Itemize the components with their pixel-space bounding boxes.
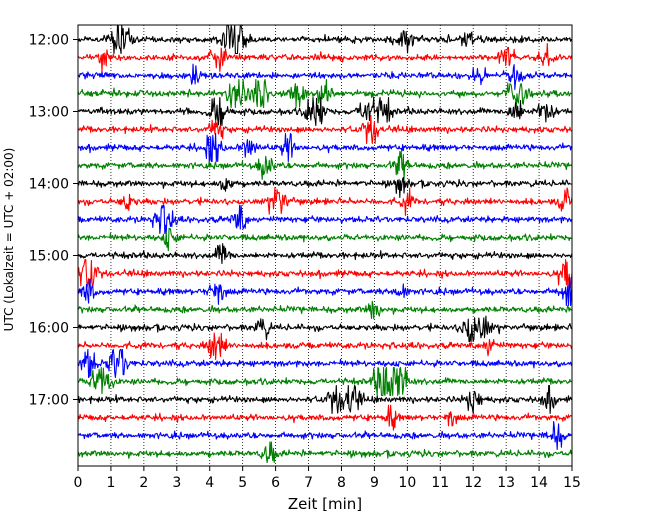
seismic-trace-1615	[77, 332, 573, 361]
seismic-trace-1700	[77, 384, 573, 415]
seismic-trace-1300	[77, 96, 573, 127]
x-tick-label: 6	[271, 475, 280, 491]
x-axis: 0 1 2 3 4 5 6 7 8 9 10 11 12 13 14 15	[74, 466, 581, 491]
y-tick-label: 15:00	[29, 249, 69, 265]
seismic-trace-1545	[77, 300, 573, 320]
x-tick-label: 7	[304, 475, 313, 491]
seismic-trace-1730	[77, 420, 573, 451]
x-tick-label: 2	[139, 475, 148, 491]
y-axis-label: UTC (Lokalzeit = UTC + 02:00)	[2, 148, 16, 332]
seismic-trace-1445	[77, 227, 573, 252]
seismic-trace-1530	[77, 276, 573, 307]
x-tick-label: 0	[74, 475, 83, 491]
seismic-trace-1200	[77, 24, 573, 55]
seismic-trace-1430	[77, 204, 573, 235]
seismic-trace-1645	[77, 366, 573, 397]
seismic-trace-1515	[77, 258, 573, 289]
seismic-trace-1215	[77, 42, 573, 73]
seismic-trace-1630	[77, 348, 573, 379]
x-tick-label: 5	[238, 475, 247, 491]
seismic-trace-1415	[77, 186, 573, 217]
x-tick-label: 10	[398, 475, 416, 491]
x-tick-label: 8	[337, 475, 346, 491]
seismic-trace-1230	[77, 63, 573, 91]
seismic-trace-1400	[77, 176, 573, 199]
seismic-trace-1245	[77, 78, 573, 109]
x-tick-label: 13	[497, 475, 515, 491]
seismic-trace-1745	[77, 441, 573, 464]
y-tick-label: 16:00	[29, 321, 69, 337]
seismic-trace-1330	[77, 132, 573, 163]
y-tick-label: 14:00	[29, 177, 69, 193]
y-axis: 12:00 13:00 14:00 15:00 16:00 17:00	[29, 33, 78, 409]
x-tick-label: 3	[172, 475, 181, 491]
trace-group	[77, 24, 573, 464]
seismic-trace-1715	[77, 404, 573, 431]
seismic-trace-1500	[77, 243, 573, 265]
y-tick-label: 12:00	[29, 33, 69, 49]
seismic-trace-1345	[77, 150, 573, 181]
x-tick-label: 9	[370, 475, 379, 491]
y-tick-label: 13:00	[29, 105, 69, 121]
x-tick-label: 1	[106, 475, 115, 491]
x-tick-label: 12	[464, 475, 482, 491]
y-tick-label: 17:00	[29, 393, 69, 409]
x-tick-label: 14	[530, 475, 548, 491]
seismic-trace-1600	[77, 315, 573, 343]
seismic-trace-1315	[77, 114, 573, 145]
x-axis-label: Zeit [min]	[288, 495, 362, 513]
axes-frame	[77, 24, 573, 467]
x-tick-label: 11	[431, 475, 449, 491]
x-tick-label: 15	[563, 475, 581, 491]
x-tick-label: 4	[205, 475, 214, 491]
